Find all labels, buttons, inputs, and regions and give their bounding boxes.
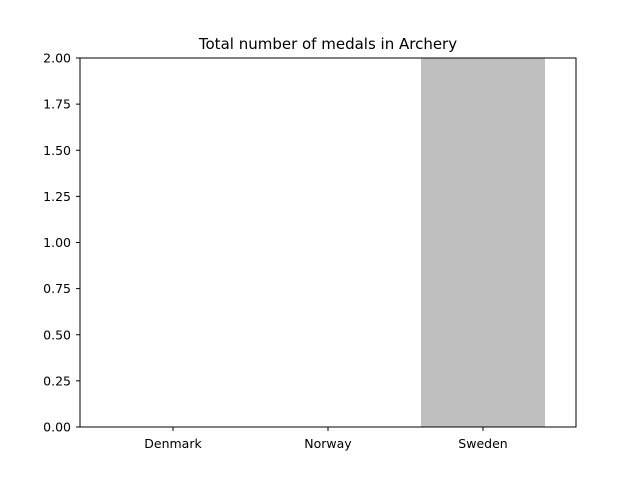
x-tick-label: Norway: [304, 436, 352, 451]
y-tick-label: 1.00: [43, 235, 71, 250]
y-tick-label: 2.00: [43, 51, 71, 66]
y-tick-label: 0.25: [43, 373, 71, 388]
y-tick-label: 1.25: [43, 189, 71, 204]
y-tick-label: 0.00: [43, 420, 71, 435]
bars-layer: [421, 58, 545, 427]
y-tick-label: 0.75: [43, 281, 71, 296]
y-tick-label: 1.50: [43, 143, 71, 158]
x-tick-label: Denmark: [144, 436, 202, 451]
chart-title: Total number of medals in Archery: [198, 35, 457, 53]
x-tick-label: Sweden: [458, 436, 507, 451]
bar-sweden: [421, 58, 545, 427]
y-axis: 0.00 0.25 0.50 0.75 1.00 1.25 1.50 1.75 2.00: [43, 51, 80, 435]
y-tick-label: 1.75: [43, 97, 71, 112]
y-tick-label: 0.50: [43, 327, 71, 342]
x-axis: Denmark Norway Sweden: [144, 427, 508, 451]
plot-frame: [79, 57, 577, 428]
